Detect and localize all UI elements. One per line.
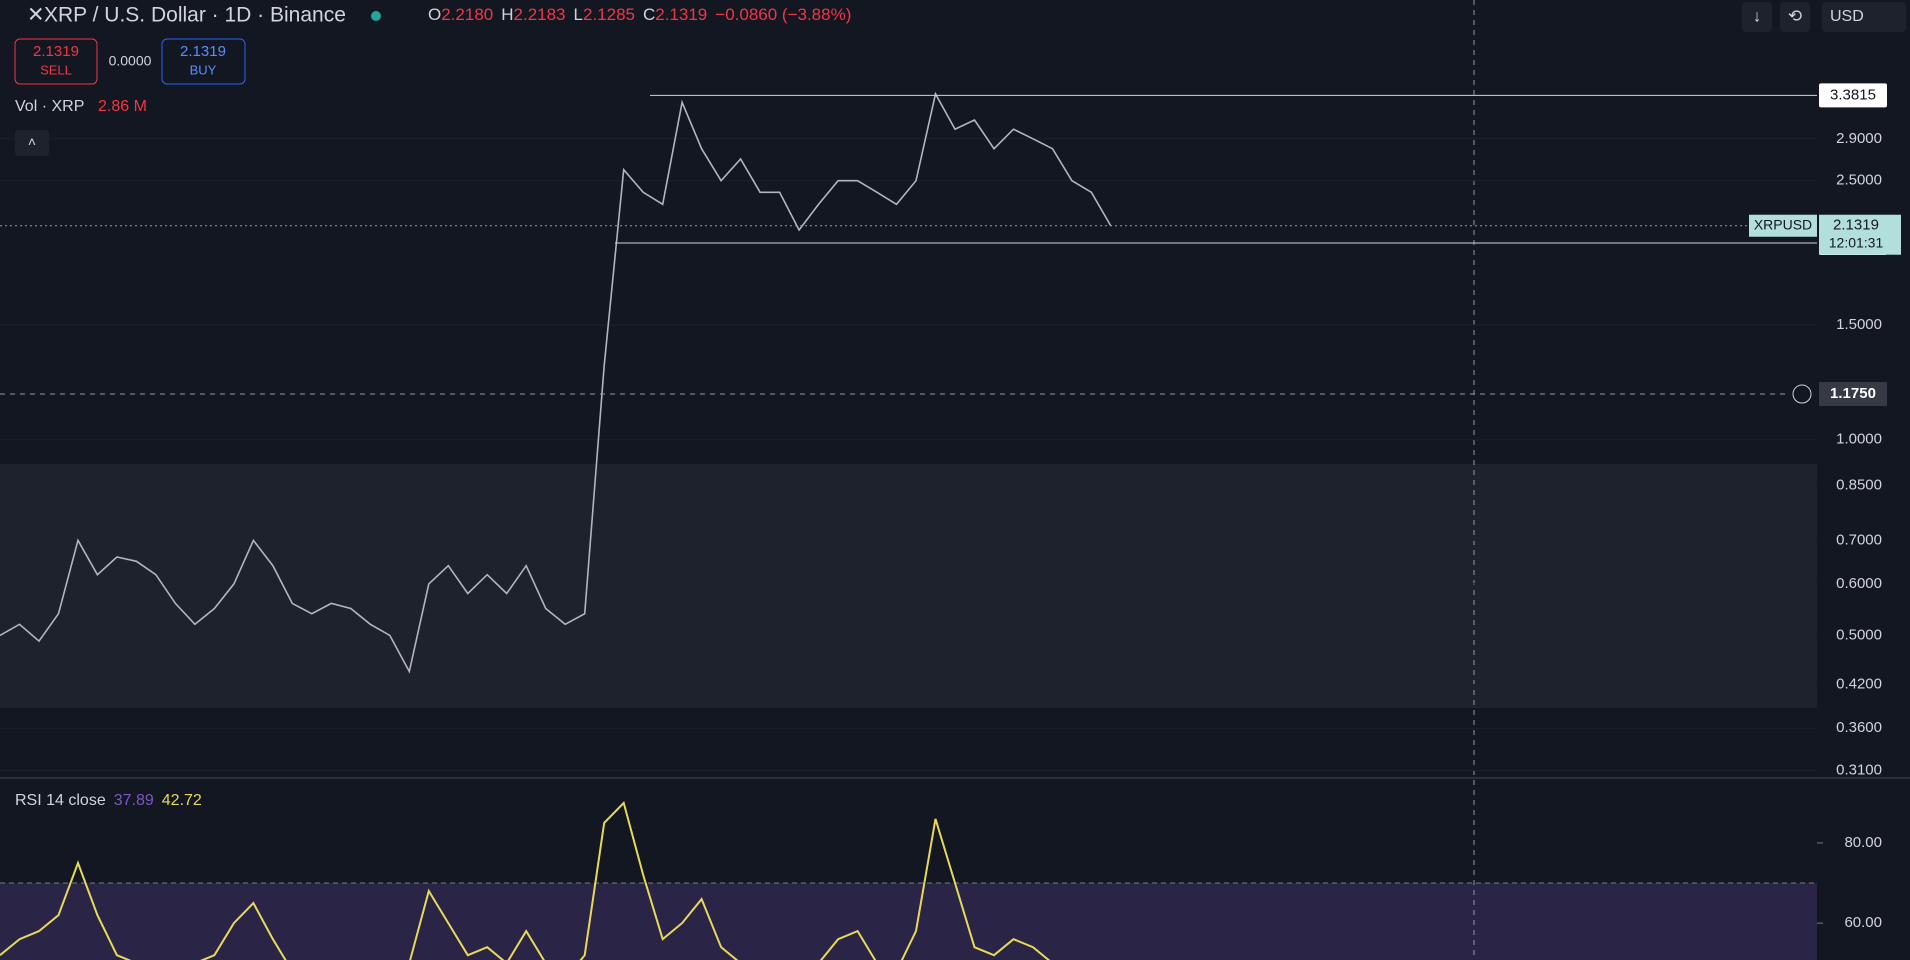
price-line — [0, 91, 1112, 674]
download-icon: ↓ — [1753, 6, 1762, 25]
ohlc-key: L — [574, 5, 583, 24]
ohlc-value: 2.1319 — [655, 5, 707, 24]
refresh-icon: ⟲ — [1788, 6, 1802, 25]
refresh-btn[interactable] — [1780, 2, 1810, 32]
rsi-reading: 37.89 — [114, 792, 154, 809]
sell-price: 2.1319 — [33, 43, 79, 60]
volume-label: Vol · XRP — [15, 98, 84, 115]
y-tick-label: 2.9000 — [1836, 130, 1882, 147]
y-tick-label: 0.6000 — [1836, 575, 1882, 592]
crosshair-text: 1.1750 — [1830, 385, 1876, 402]
currency: USD — [1830, 8, 1864, 25]
shaded-zone — [0, 464, 1817, 708]
collapse-icon: ˄ — [28, 134, 36, 150]
status-dot — [371, 11, 381, 21]
close-icon[interactable]: ✕ — [27, 4, 45, 27]
y-tick-label: 0.3600 — [1836, 719, 1882, 736]
rsi-label: RSI 14 close — [15, 792, 106, 809]
countdown-text: 12:01:31 — [1829, 234, 1884, 250]
y-tick-label: 0.5000 — [1836, 626, 1882, 643]
ohlc-key: C — [643, 5, 655, 24]
buy-price: 2.1319 — [180, 43, 226, 60]
ohlc-value: 2.1285 — [583, 5, 635, 24]
volume-value: 2.86 M — [98, 98, 147, 115]
ohlc-value: 2.2180 — [441, 5, 493, 24]
sell-label: SELL — [40, 62, 72, 77]
sell-btn[interactable] — [14, 38, 98, 85]
y-tick-label: 0.3100 — [1836, 761, 1882, 778]
y-tick-label: 0.8500 — [1836, 476, 1882, 493]
ohlc-key: O — [428, 5, 441, 24]
rsi-tick-label: 60.00 — [1844, 914, 1882, 931]
rsi-reading: 42.72 — [162, 792, 202, 809]
crosshair-tag — [1819, 382, 1887, 407]
buy-btn[interactable] — [161, 38, 246, 85]
y-tick-label: 0.7000 — [1836, 531, 1882, 548]
ohlc: O2.2180 H2.2183 L2.1285 C2.1319 −0.0860 (−3.… — [428, 5, 851, 24]
collapse-btn[interactable] — [15, 130, 49, 156]
rsi-tick-label: 80.00 — [1844, 834, 1882, 851]
last-price-text: 2.1319 — [1833, 217, 1879, 234]
symbol[interactable]: XRP / U.S. Dollar · 1D · Binance — [44, 4, 346, 27]
symbol-tag — [1749, 214, 1817, 237]
symbol-tag-text: XRPUSD — [1754, 216, 1812, 232]
y-tick-label: 1.0000 — [1836, 431, 1882, 448]
last-price-tag — [1819, 214, 1901, 255]
price-tag-text: 3.3815 — [1830, 86, 1876, 103]
add-alert-btn — [1792, 384, 1812, 404]
buy-label: BUY — [190, 62, 217, 77]
y-tick-label: 2.5000 — [1836, 172, 1882, 189]
price-tag — [1819, 83, 1887, 108]
download-btn[interactable] — [1742, 2, 1772, 32]
change: −0.0860 (−3.88%) — [715, 5, 851, 24]
rsi-pane: 80.00 60.00 — [0, 800, 1882, 960]
y-tick-label: 1.5000 — [1836, 316, 1882, 333]
rsi-line — [0, 800, 1051, 960]
y-tick-label: 0.4200 — [1836, 676, 1882, 693]
rsi-legend: RSI 14 close 37.89 42.72 — [15, 792, 202, 809]
price-pane: 2.9000 2.5000 1.5000 1.0000 0.8500 0.7000 0.60… — [0, 83, 1901, 778]
ohlc-key: H — [501, 5, 513, 24]
spread: 0.0000 — [109, 53, 152, 69]
ohlc-value: 2.2183 — [514, 5, 566, 24]
currency-select[interactable] — [1822, 2, 1906, 32]
